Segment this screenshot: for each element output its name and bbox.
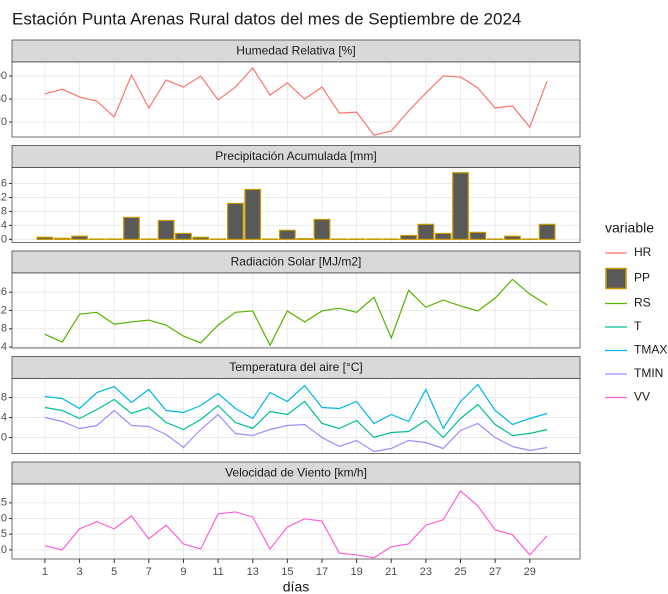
panel — [12, 484, 580, 559]
bar — [278, 229, 296, 240]
y-tick-label: 12 — [0, 304, 7, 316]
y-tick-label: 0 — [1, 431, 7, 443]
y-tick-label: 15 — [0, 528, 7, 540]
panel — [12, 378, 580, 454]
bar — [157, 219, 175, 240]
legend-label: T — [634, 319, 642, 333]
y-tick-label: 8 — [1, 323, 7, 335]
x-axis-title: días — [283, 579, 309, 594]
y-tick-label: 10 — [0, 544, 7, 556]
y-tick-label: 16 — [0, 177, 7, 189]
x-tick-label: 7 — [146, 566, 152, 578]
bar — [71, 235, 88, 240]
y-tick-label: 25 — [0, 497, 7, 509]
x-tick-label: 3 — [76, 566, 82, 578]
y-tick-label: 0 — [1, 233, 7, 245]
x-tick-label: 9 — [180, 566, 186, 578]
panel-border — [11, 272, 581, 349]
bar — [175, 232, 192, 240]
legend-label: TMAX — [634, 343, 667, 357]
line — [44, 398, 548, 439]
x-tick-label: 27 — [489, 566, 501, 578]
chart-title: Estación Punta Arenas Rural datos del me… — [12, 9, 521, 28]
y-tick-label: 4 — [1, 411, 7, 423]
line — [44, 66, 548, 136]
x-tick-label: 19 — [350, 566, 362, 578]
legend-key — [605, 267, 627, 290]
bar — [123, 216, 140, 240]
y-tick-label: 8 — [1, 391, 7, 403]
x-tick-label: 25 — [454, 566, 466, 578]
legend-title: variable — [605, 220, 654, 236]
bar — [36, 236, 54, 240]
y-tick-label: 4 — [1, 341, 7, 353]
panel-border — [11, 483, 581, 560]
bar — [296, 238, 314, 240]
x-tick-label: 1 — [42, 566, 48, 578]
y-tick-label: 4 — [1, 219, 7, 231]
x-tick-label: 29 — [524, 566, 536, 578]
line — [44, 383, 548, 430]
legend-label: RS — [634, 296, 651, 310]
legend-label: VV — [634, 390, 650, 404]
bar — [434, 232, 452, 240]
strip-title: Radiación Solar [MJ/m2] — [231, 255, 362, 269]
y-tick-label: 8 — [1, 205, 7, 217]
bar — [313, 218, 331, 240]
bar — [538, 223, 556, 240]
y-tick-label: 16 — [0, 286, 7, 298]
bar — [244, 188, 262, 240]
x-tick-label: 21 — [385, 566, 397, 578]
y-tick-label: 70 — [0, 116, 7, 128]
bar — [400, 234, 417, 240]
bar — [469, 231, 487, 240]
line — [44, 489, 548, 559]
x-tick-label: 11 — [212, 566, 223, 578]
line — [44, 278, 548, 347]
x-tick-label: 5 — [111, 566, 117, 578]
x-tick-label: 23 — [420, 566, 432, 578]
bar — [452, 172, 469, 240]
strip-title: Precipitación Acumulada [mm] — [215, 149, 376, 163]
strip-title: Velocidad de Viento [km/h] — [225, 466, 367, 480]
x-tick-label: 13 — [247, 566, 259, 578]
y-tick-label: 80 — [0, 93, 7, 105]
y-tick-label: 90 — [0, 70, 7, 82]
panel-border — [11, 378, 581, 454]
line — [44, 409, 548, 453]
legend-label: HR — [634, 245, 652, 259]
bar — [192, 236, 210, 240]
legend-label: TMIN — [634, 366, 663, 380]
y-tick-label: 12 — [0, 191, 7, 203]
bar — [53, 237, 71, 240]
bar — [226, 202, 244, 240]
y-tick-label: 20 — [0, 512, 7, 524]
strip-title: Humedad Relativa [%] — [236, 44, 355, 58]
strip-title: Temperatura del aire [°C] — [229, 360, 363, 374]
panel — [12, 167, 580, 243]
legend-label: PP — [634, 271, 650, 285]
bar — [417, 223, 435, 240]
panel-border — [11, 167, 581, 243]
x-tick-label: 15 — [281, 566, 293, 578]
bar — [504, 235, 521, 240]
x-tick-label: 17 — [316, 566, 328, 578]
panel-border — [11, 61, 581, 138]
